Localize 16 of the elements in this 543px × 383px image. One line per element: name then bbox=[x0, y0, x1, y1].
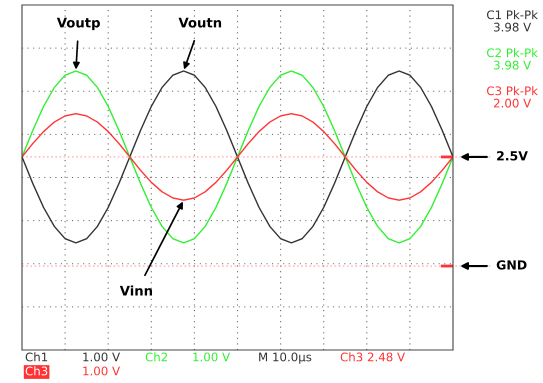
text: C3 Pk-Pk 2.00 V bbox=[486, 86, 538, 108]
text: Ch3 bbox=[26, 366, 48, 376]
text: Voutp bbox=[56, 18, 100, 30]
text: M 10.0µs bbox=[259, 352, 312, 364]
ref-line-label: 2.5V bbox=[497, 151, 528, 161]
text: Voutn bbox=[178, 18, 222, 28]
text: 1.00 V bbox=[83, 366, 120, 376]
text: Vinn bbox=[120, 285, 152, 296]
text: Ch2 bbox=[146, 352, 168, 362]
text: C2 Pk-Pk 3.98 V bbox=[486, 48, 538, 70]
text: 1.00 V bbox=[83, 352, 120, 362]
ref-line-label: GND bbox=[496, 260, 527, 270]
text: Ch1 bbox=[26, 352, 48, 362]
text: C1 Pk-Pk 3.98 V bbox=[486, 10, 538, 32]
text: Ch3 2.48 V bbox=[340, 352, 406, 362]
text: 1.00 V bbox=[193, 352, 230, 362]
